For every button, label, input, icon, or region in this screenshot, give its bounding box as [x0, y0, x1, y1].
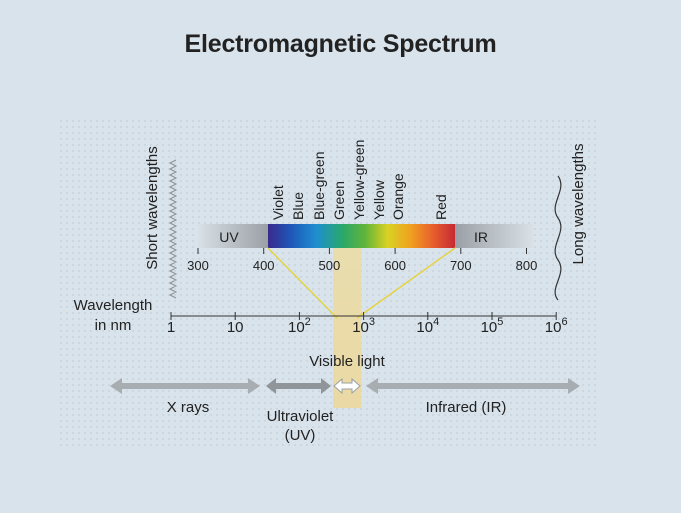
- wavelength-label-line2: in nm: [95, 317, 132, 334]
- tick-exponent: 4: [433, 316, 439, 328]
- color-labels: Violet Blue Blue-green Green Yellow-green Yel…: [270, 140, 449, 220]
- visible-scale-tick-label: 700: [450, 258, 472, 273]
- tick-exponent: 5: [497, 316, 503, 328]
- ultraviolet-label-line2: (UV): [285, 427, 316, 444]
- tick-base: 1: [167, 319, 175, 336]
- long-wavelengths-label: Long wavelengths: [570, 144, 587, 265]
- visible-scale-tick-label: 500: [319, 258, 341, 273]
- visible-scale-tick-label: 600: [384, 258, 406, 273]
- tick-exponent: 6: [561, 316, 567, 328]
- color-label-yellow-green: Yellow-green: [351, 140, 367, 220]
- uv-bar: [198, 224, 268, 248]
- short-wavelength-wave: [168, 159, 178, 299]
- wavelength-axis-tick-label: 1: [167, 319, 175, 336]
- tick-base: 10: [227, 319, 244, 336]
- tick-exponent: 3: [369, 316, 375, 328]
- infrared-label: Infrared (IR): [426, 399, 507, 416]
- visible-scale-tick-label: 400: [253, 258, 275, 273]
- wavelength-axis-tick-label: 105: [481, 316, 504, 336]
- short-wavelengths-label: Short wavelengths: [144, 146, 161, 269]
- uv-band-label: UV: [219, 229, 239, 245]
- wavelength-axis-tick-label: 102: [288, 316, 311, 336]
- ir-band-label: IR: [474, 229, 488, 245]
- x-rays-label: X rays: [167, 399, 210, 416]
- visible-scale-ticks: 300 400 500 600 700 800: [187, 248, 537, 273]
- tick-base: 10: [352, 319, 369, 336]
- infrared-arrow: [366, 378, 580, 394]
- long-wavelength-wave: [554, 175, 562, 301]
- dotted-background: [58, 118, 598, 448]
- color-label-orange: Orange: [390, 173, 406, 220]
- color-label-red: Red: [433, 194, 449, 220]
- color-label-violet: Violet: [270, 185, 286, 220]
- wavelength-axis-tick-label: 104: [416, 316, 439, 336]
- wavelength-label-line1: Wavelength: [74, 297, 153, 314]
- wavelength-axis-tick-label: 103: [352, 316, 375, 336]
- tick-base: 10: [481, 319, 498, 336]
- ultraviolet-label-line1: Ultraviolet: [267, 408, 335, 425]
- color-label-yellow: Yellow: [371, 179, 387, 220]
- ultraviolet-arrow: [266, 378, 331, 394]
- visible-scale-tick-label: 300: [187, 258, 209, 273]
- wavelength-axis-tick-label: 106: [545, 316, 568, 336]
- color-label-blue-green: Blue-green: [311, 152, 327, 221]
- visible-spectrum-bar: [268, 224, 455, 248]
- visible-light-arrow: [333, 377, 361, 395]
- color-label-blue: Blue: [290, 192, 306, 220]
- visible-light-label: Visible light: [309, 353, 385, 370]
- tick-base: 10: [416, 319, 433, 336]
- diagram-title: Electromagnetic Spectrum: [184, 30, 497, 58]
- tick-base: 10: [288, 319, 305, 336]
- tick-base: 10: [545, 319, 562, 336]
- visible-scale-tick-label: 800: [516, 258, 538, 273]
- tick-exponent: 2: [305, 316, 311, 328]
- color-label-green: Green: [331, 181, 347, 220]
- ir-bar: [455, 224, 533, 248]
- x-rays-arrow: [110, 378, 260, 394]
- wavelength-axis-tick-label: 10: [227, 319, 244, 336]
- connector-line-left: [267, 247, 338, 319]
- visible-light-band: [333, 246, 361, 408]
- wavelength-axis-ticks: 1 10 102 103 104 105 106: [167, 312, 568, 336]
- connector-line-right: [356, 247, 456, 319]
